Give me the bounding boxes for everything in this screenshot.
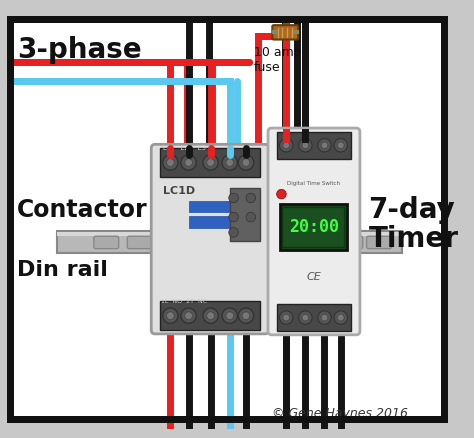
Circle shape [280, 138, 293, 152]
Circle shape [181, 155, 196, 170]
Circle shape [181, 308, 196, 323]
Circle shape [185, 312, 192, 319]
Circle shape [238, 308, 254, 323]
Circle shape [226, 312, 234, 319]
Circle shape [299, 311, 312, 324]
Text: Din rail: Din rail [17, 260, 108, 280]
Circle shape [280, 311, 293, 324]
Text: 20:00: 20:00 [289, 218, 339, 236]
Bar [57, 231, 402, 252]
Circle shape [226, 159, 234, 166]
Circle shape [283, 142, 290, 148]
Circle shape [302, 314, 309, 321]
Circle shape [334, 311, 347, 324]
Circle shape [207, 312, 214, 319]
Text: Contactor: Contactor [17, 198, 148, 223]
Bar [277, 132, 351, 159]
Circle shape [337, 142, 344, 148]
Text: 3-phase: 3-phase [17, 35, 142, 64]
Text: © Gene Haynes 2016: © Gene Haynes 2016 [272, 407, 408, 420]
Circle shape [185, 159, 192, 166]
FancyBboxPatch shape [128, 236, 152, 249]
Circle shape [321, 142, 328, 148]
Circle shape [318, 311, 331, 324]
Circle shape [334, 138, 347, 152]
Circle shape [299, 138, 312, 152]
Bar [57, 233, 402, 236]
Circle shape [318, 138, 331, 152]
Circle shape [166, 159, 174, 166]
Circle shape [203, 308, 218, 323]
FancyBboxPatch shape [151, 145, 269, 334]
Bar [277, 304, 351, 331]
Circle shape [229, 193, 238, 203]
FancyBboxPatch shape [338, 236, 363, 249]
Text: CE: CE [307, 272, 321, 282]
Bar [280, 204, 346, 250]
Circle shape [302, 142, 309, 148]
Text: L1    L2    L3: L1 L2 L3 [163, 145, 206, 151]
Circle shape [246, 193, 255, 203]
Bar [283, 207, 344, 247]
Circle shape [246, 212, 255, 222]
FancyBboxPatch shape [268, 128, 360, 335]
Bar [189, 216, 241, 228]
Bar [160, 148, 260, 177]
Circle shape [203, 155, 218, 170]
Circle shape [277, 189, 286, 199]
Circle shape [207, 159, 214, 166]
Circle shape [222, 155, 237, 170]
Bar [230, 188, 260, 241]
Circle shape [229, 228, 238, 237]
Text: Timer: Timer [368, 225, 458, 253]
Circle shape [337, 314, 344, 321]
Text: 10 amp
fuse: 10 amp fuse [254, 46, 301, 74]
FancyBboxPatch shape [273, 25, 298, 39]
Circle shape [166, 312, 174, 319]
FancyBboxPatch shape [94, 236, 118, 249]
Circle shape [163, 308, 178, 323]
FancyBboxPatch shape [366, 236, 392, 249]
Circle shape [242, 159, 250, 166]
Bar [160, 301, 260, 330]
Circle shape [229, 212, 238, 222]
Circle shape [222, 308, 237, 323]
Circle shape [242, 312, 250, 319]
Text: 7-day: 7-day [368, 196, 455, 224]
Circle shape [321, 314, 328, 321]
Text: LC1D: LC1D [163, 186, 195, 196]
Text: Digital Time Switch: Digital Time Switch [287, 180, 340, 186]
Circle shape [283, 314, 290, 321]
Circle shape [238, 155, 254, 170]
Bar [189, 201, 241, 212]
Text: 1L  NO  2T  NC: 1L NO 2T NC [161, 299, 207, 304]
Circle shape [163, 155, 178, 170]
